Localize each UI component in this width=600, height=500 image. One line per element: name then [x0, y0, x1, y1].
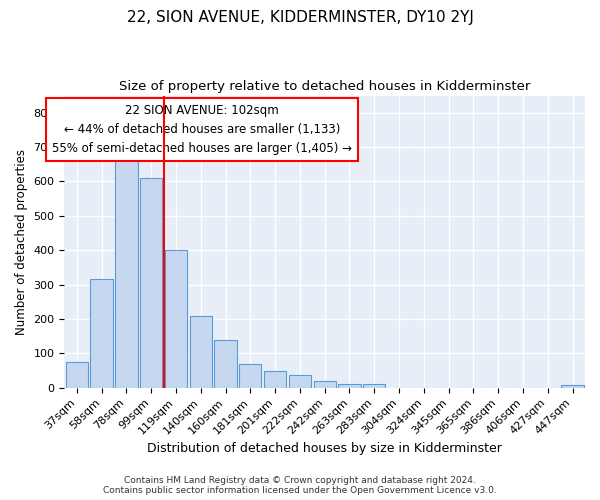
Bar — [91, 280, 113, 388]
Bar — [65, 362, 88, 388]
Bar — [214, 340, 236, 388]
Title: Size of property relative to detached houses in Kidderminster: Size of property relative to detached ho… — [119, 80, 530, 93]
Bar — [264, 371, 286, 388]
Text: 22 SION AVENUE: 102sqm
← 44% of detached houses are smaller (1,133)
55% of semi-: 22 SION AVENUE: 102sqm ← 44% of detached… — [52, 104, 352, 156]
Text: 22, SION AVENUE, KIDDERMINSTER, DY10 2YJ: 22, SION AVENUE, KIDDERMINSTER, DY10 2YJ — [127, 10, 473, 25]
Bar — [190, 316, 212, 388]
Bar — [140, 178, 163, 388]
Bar — [338, 384, 361, 388]
Bar — [363, 384, 385, 388]
Bar — [562, 385, 584, 388]
Bar — [239, 364, 262, 388]
Text: Contains HM Land Registry data © Crown copyright and database right 2024.
Contai: Contains HM Land Registry data © Crown c… — [103, 476, 497, 495]
Bar — [165, 250, 187, 388]
X-axis label: Distribution of detached houses by size in Kidderminster: Distribution of detached houses by size … — [147, 442, 502, 455]
Bar — [115, 159, 137, 388]
Bar — [289, 374, 311, 388]
Y-axis label: Number of detached properties: Number of detached properties — [15, 148, 28, 334]
Bar — [314, 381, 336, 388]
